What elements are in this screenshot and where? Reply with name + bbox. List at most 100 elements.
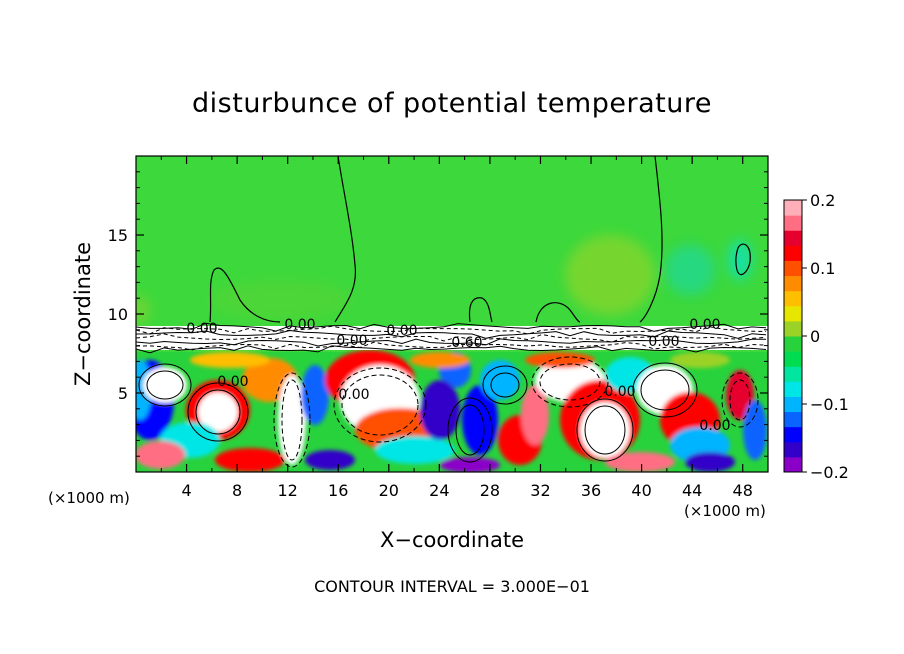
- field-blob: [278, 375, 306, 465]
- contour-loop: [195, 389, 241, 435]
- y-tick-label: 15: [108, 226, 128, 245]
- field-blob: [726, 370, 754, 420]
- contour-label: 0.00: [284, 317, 315, 333]
- contour-loop-outer: [482, 365, 528, 405]
- x-tick-label: 36: [581, 481, 601, 500]
- contour-loop-outer: [333, 367, 427, 443]
- inversion-contour-line: [136, 345, 767, 354]
- colorbar-tick-label: −0.1: [810, 395, 849, 414]
- chart-title: disturbunce of potential temperature: [192, 88, 712, 119]
- field-blob: [420, 380, 460, 440]
- contour-label: 0.00: [217, 374, 248, 390]
- field-blob: [670, 352, 730, 368]
- contour-loop: [539, 363, 601, 401]
- x-tick-label: 32: [530, 481, 550, 500]
- contour-label: 0.00: [386, 323, 417, 339]
- field-blob: [685, 452, 735, 472]
- x-tick-label: 20: [379, 481, 399, 500]
- field-blob: [480, 360, 520, 400]
- colorbar-segment: [784, 351, 802, 367]
- field-blob: [440, 457, 500, 472]
- x-tick-label: 28: [480, 481, 500, 500]
- colorbar-segment: [784, 441, 802, 458]
- contour-loop-outer: [576, 398, 634, 462]
- contour-label: 0.00: [338, 387, 369, 403]
- colorbar-tick-label: −0.2: [810, 463, 849, 482]
- colorbar-tick-label: 0.2: [810, 191, 835, 210]
- upper-contours: [209, 156, 751, 323]
- colorbar-segment: [784, 245, 802, 261]
- contour-interval-note: CONTOUR INTERVAL = 3.000E−01: [314, 577, 590, 596]
- colorbar-segment: [784, 426, 802, 443]
- colorbar-segment: [784, 396, 802, 413]
- inversion-contour-line: [136, 338, 767, 347]
- x-axis: 4 8 12 16 20 24 28 32 36 40 44 48: [160, 156, 753, 500]
- colorbar-segment: [784, 305, 802, 322]
- colorbar-segment: [784, 456, 802, 473]
- contour-label: 0.00: [186, 321, 217, 337]
- field-blob: [301, 365, 329, 425]
- x-tick-label: 8: [232, 481, 242, 500]
- contour-loop: [490, 372, 520, 398]
- contour-label: 0.00: [648, 334, 679, 350]
- colorbar-segment: [784, 215, 802, 231]
- colorbar-segment: [784, 411, 802, 428]
- contour-loop: [146, 370, 184, 400]
- field-blob: [410, 352, 470, 368]
- field-blob: [605, 452, 675, 472]
- field-blob: [136, 441, 185, 469]
- inversion-contour-line: [136, 341, 767, 351]
- colorbar-segment: [784, 260, 802, 277]
- y-tick-label: 10: [108, 305, 128, 324]
- contour-loop-outer: [721, 372, 759, 428]
- field-blob: [525, 352, 595, 368]
- inversion-contour-line: [136, 333, 767, 343]
- field-blob: [198, 392, 238, 432]
- x-tick-label: 12: [278, 481, 298, 500]
- contour-loop-outer: [531, 356, 609, 408]
- colorbar-ticks: 0.2 0.1 0 −0.1 −0.2: [802, 191, 849, 482]
- field-blob: [190, 352, 270, 368]
- contour-loop: [455, 404, 485, 456]
- x-unit-right: (×1000 m): [684, 502, 766, 520]
- x-tick-label: 24: [429, 481, 449, 500]
- colorbar-segment: [784, 381, 802, 397]
- field-blob: [305, 450, 355, 470]
- contour-labels: 0.00 0.00 0.00 0.00 0.00 0.00 0.00 0.00 0.60 0.00…: [186, 317, 730, 434]
- colorbar-tick-label: 0.1: [810, 259, 835, 278]
- contour-loop-outer: [447, 397, 493, 463]
- colorbar-segment: [784, 336, 802, 352]
- contour-loop: [640, 369, 690, 411]
- contour-loop: [584, 405, 626, 455]
- field-blob: [521, 385, 549, 445]
- x-unit-left: (×1000 m): [48, 489, 130, 507]
- contour-label: 0.00: [604, 384, 635, 400]
- colorbar-segment: [784, 320, 802, 337]
- colorbar-segment: [784, 366, 802, 382]
- x-axis-label: X−coordinate: [380, 528, 524, 552]
- field-blob: [580, 402, 630, 458]
- colorbar: [783, 199, 803, 473]
- contour-loop-outer: [187, 382, 249, 442]
- field-blob: [375, 436, 455, 464]
- contour-label: 0.00: [699, 418, 730, 434]
- field-blob: [462, 385, 498, 455]
- y-axis-label: Z−coordinate: [71, 242, 95, 386]
- inversion-contour-line: [136, 325, 767, 335]
- contour-loop-outer: [138, 363, 192, 407]
- x-tick-label: 40: [631, 481, 651, 500]
- lower-contours: [138, 356, 759, 468]
- inversion-contour-line: [136, 329, 767, 339]
- upper-tints: [136, 235, 752, 325]
- field-blob: [215, 448, 285, 472]
- contour-loop: [341, 374, 419, 436]
- colorbar-segment: [784, 200, 802, 216]
- x-tick-label: 4: [181, 481, 191, 500]
- plot-area: [136, 156, 768, 472]
- contour-loop-outer: [273, 372, 311, 468]
- y-axis: 5 10 15: [108, 171, 768, 457]
- contour-loop-outer: [632, 362, 698, 418]
- turbulent-blobs: [136, 350, 767, 472]
- x-tick-label: 48: [733, 481, 753, 500]
